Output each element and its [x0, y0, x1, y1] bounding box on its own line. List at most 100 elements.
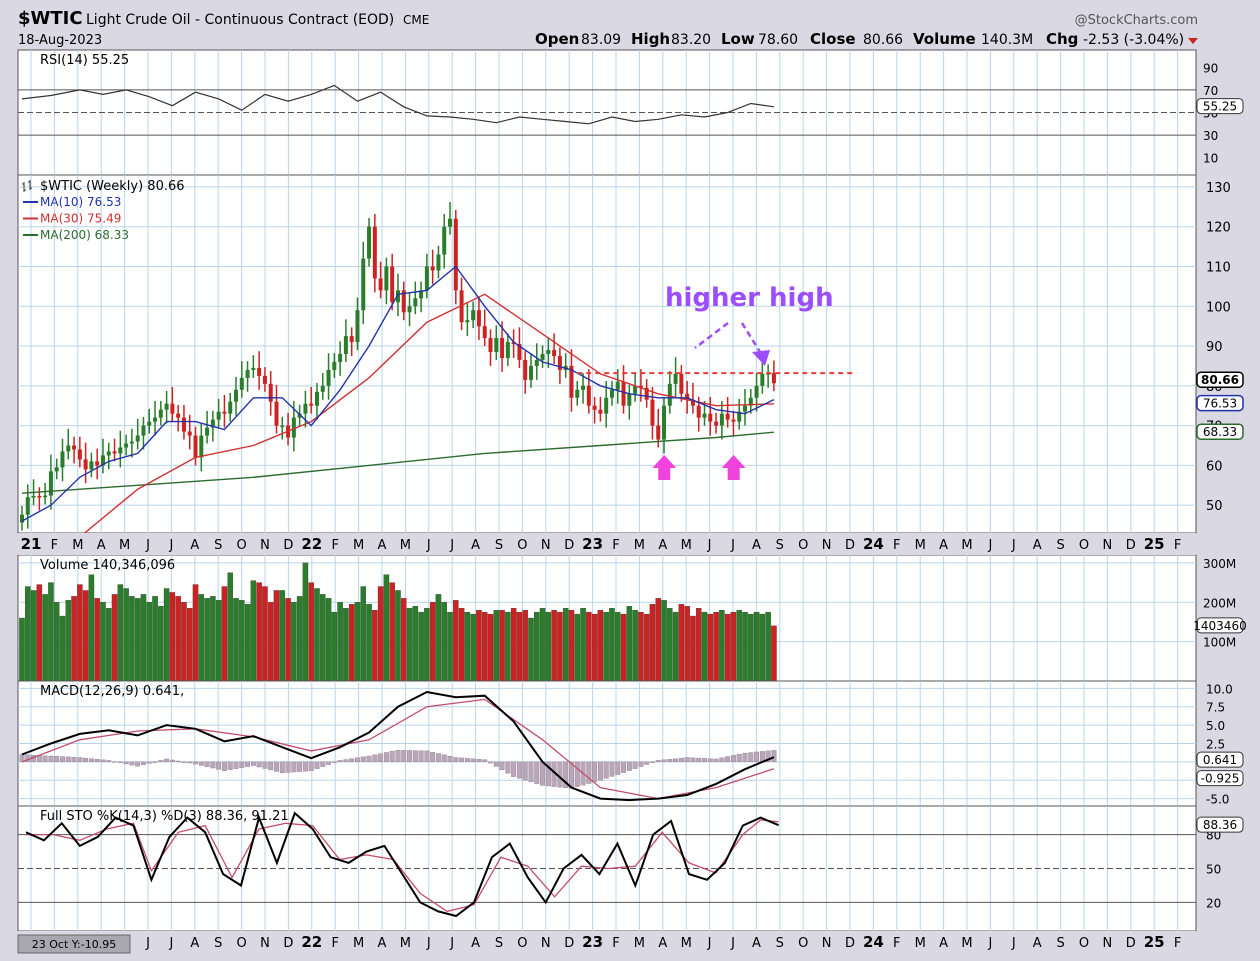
volume-bar [655, 598, 661, 682]
volume-bar [568, 609, 575, 682]
volume-bar [412, 606, 419, 682]
macd-histogram-bar [245, 761, 251, 767]
x-axis-top-label: M [961, 538, 972, 553]
volume-bar [557, 611, 563, 682]
price-candle-body [245, 369, 250, 378]
price-candle-body [147, 421, 152, 426]
price-candle-body [193, 435, 198, 458]
macd-histogram-bar [216, 761, 222, 770]
x-axis-bottom-label: J [987, 936, 992, 951]
price-candle-body [274, 401, 279, 426]
volume-bar [123, 588, 129, 682]
rsi-value-tag: 55.25 [1203, 100, 1237, 114]
price-candle-body [494, 338, 499, 353]
chg-label: Chg [1046, 30, 1078, 48]
macd-histogram-bar [401, 750, 407, 763]
volume-bar [285, 598, 291, 682]
price-candle-body [164, 403, 169, 410]
price-candle-body [719, 413, 724, 426]
x-axis-top-label: N [541, 538, 551, 553]
volume-tick-label: 100M [1203, 636, 1236, 650]
volume-tick-label: 300M [1203, 557, 1236, 571]
macd-histogram-bar [233, 761, 239, 769]
macd-histogram-bar [545, 761, 551, 787]
price-candle-body [442, 226, 447, 255]
volume-bar [528, 617, 534, 682]
x-axis-top-label: A [471, 538, 480, 553]
price-candle-body [77, 449, 82, 460]
price-candle-body [581, 385, 586, 390]
chart-panels: 90 70 50 30 10 RSI(14) 55.25 55.25 130 120 110 100… [17, 49, 1247, 932]
volume-bar [140, 594, 147, 682]
price-candle-body [708, 413, 713, 422]
price-tick-label: 90 [1206, 340, 1223, 355]
macd-histogram-bar [158, 760, 164, 763]
price-label: $WTIC (Weekly) 80.66 [40, 179, 185, 194]
macd-histogram-bar [349, 758, 355, 763]
price-tick-label: 130 [1206, 181, 1231, 196]
price-candle-body [731, 419, 736, 422]
price-candle-body [372, 226, 377, 279]
volume-bar [771, 625, 777, 682]
macd-histogram-bar [447, 755, 453, 763]
volume-bar [169, 592, 176, 682]
volume-bar [42, 594, 48, 682]
price-candle-body [129, 441, 134, 444]
x-axis-bottom: J J A S O N D 22 F M A M J J A S O N D 23 F M A M J J A S O N D 24 F M A M J… [17, 931, 1196, 955]
sto-tick-label: 20 [1206, 896, 1221, 910]
x-axis-top-label: A [658, 538, 667, 553]
macd-histogram-bar [528, 761, 534, 783]
x-axis-bottom-label: S [1056, 936, 1064, 951]
price-candle-body [436, 254, 441, 271]
x-axis-top-label: A [378, 538, 387, 553]
price-candle-body [303, 403, 308, 414]
volume-bar [106, 608, 112, 682]
price-candle-body [760, 373, 765, 386]
price-value-tag-box [1196, 394, 1244, 412]
price-candle-body [673, 373, 678, 384]
price-candle-body [228, 401, 233, 414]
macd-histogram-bar [48, 755, 54, 763]
price-candle-body [309, 403, 314, 406]
x-axis-bottom-label: S [776, 936, 784, 951]
price-candle-body [500, 338, 505, 358]
rsi-tick-label: 30 [1203, 129, 1218, 143]
x-axis-top-label: J [730, 538, 735, 553]
price-candle-body [210, 419, 215, 428]
macd-histogram-bar [736, 754, 742, 763]
macd-histogram-bar [360, 756, 366, 763]
volume-bar [320, 594, 326, 682]
x-axis-top-label: J [449, 538, 454, 553]
volume-bar [88, 574, 95, 682]
macd-histogram-bar [407, 750, 412, 763]
macd-histogram-bar [83, 757, 89, 763]
volume-bar [389, 582, 395, 682]
x-axis-top-label: O [798, 538, 808, 553]
volume-bar [227, 572, 233, 682]
sto-k-line [25, 811, 779, 918]
volume-bar [510, 608, 517, 682]
volume-bar [163, 588, 170, 682]
price-candle-body [638, 385, 643, 388]
macd-histogram-bar [100, 759, 106, 763]
price-candle-body [66, 445, 71, 452]
volume-value-tag: 1403460 [1193, 619, 1246, 633]
price-candle-body [100, 455, 105, 466]
close-value: 80.66 [863, 32, 903, 48]
macd-histogram-bar [597, 761, 603, 781]
macd-histogram-bar [459, 757, 465, 763]
volume-bar [134, 598, 141, 682]
x-axis-top-label: A [97, 538, 106, 553]
annotation-arrowhead-icon [752, 350, 770, 366]
price-candle-body [575, 389, 580, 398]
macd-histogram-bar [221, 761, 227, 771]
crosshair-readout-box [17, 934, 131, 954]
price-candle-body [124, 443, 129, 448]
macd-histogram-bar [702, 758, 707, 763]
price-candle-body [37, 496, 42, 498]
open-label: Open [535, 30, 579, 48]
price-tick-label: 110 [1206, 260, 1231, 275]
price-candle-body [216, 411, 221, 420]
volume-bar [684, 606, 690, 682]
